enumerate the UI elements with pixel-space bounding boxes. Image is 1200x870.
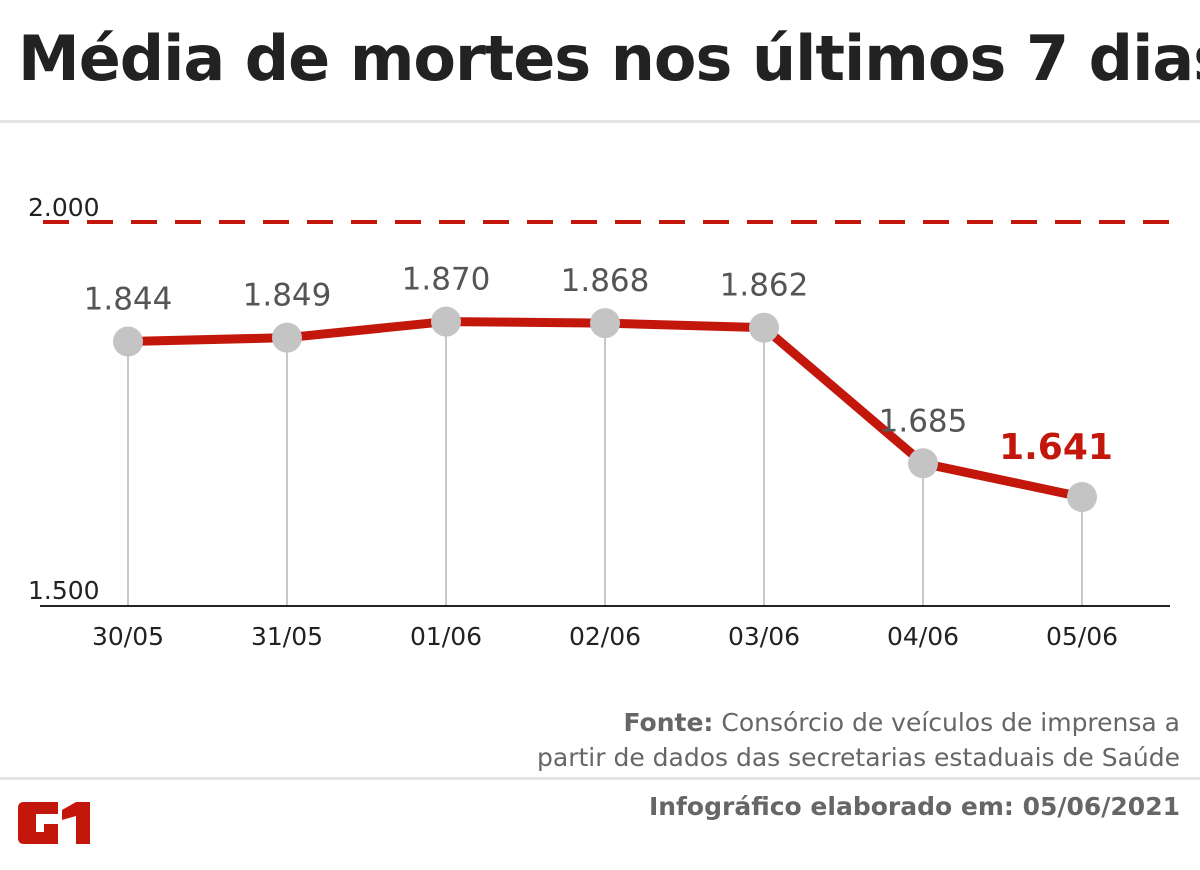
- data-point: [749, 312, 779, 343]
- g1-logo: [18, 802, 90, 844]
- chart-title: Média de mortes nos últimos 7 dias: [18, 22, 1200, 95]
- x-tick-label: 30/05: [92, 622, 164, 651]
- data-label: 1.870: [402, 262, 491, 298]
- y-tick-label: 2.000: [28, 193, 100, 222]
- data-point: [1067, 481, 1097, 512]
- data-point: [272, 322, 302, 353]
- line-chart: 1.500 2.000 1.844 30/05 1.849 31/05 1.870 01/06…: [28, 193, 1170, 651]
- data-point: [431, 306, 461, 337]
- y-tick-label: 1.500: [28, 576, 100, 605]
- credit-note: Infográfico elaborado em: 05/06/2021: [648, 792, 1180, 821]
- data-label: 1.641: [999, 427, 1113, 468]
- data-point: [590, 308, 620, 339]
- x-tick-label: 01/06: [410, 622, 482, 651]
- source-label: Fonte:: [623, 708, 714, 737]
- title-divider: [0, 120, 1200, 123]
- source-text-2: partir de dados das secretarias estaduai…: [537, 743, 1180, 772]
- data-label: 1.862: [720, 268, 809, 304]
- source-text: Consórcio de veículos de imprensa a: [713, 708, 1180, 737]
- x-tick-label: 04/06: [887, 622, 959, 651]
- data-label: 1.844: [84, 281, 173, 317]
- data-label: 1.868: [561, 263, 650, 299]
- data-point: [908, 448, 938, 479]
- x-tick-label: 31/05: [251, 622, 323, 651]
- data-label: 1.849: [243, 278, 332, 314]
- data-label: 1.685: [879, 403, 968, 439]
- x-tick-label: 02/06: [569, 622, 641, 651]
- footer-divider: [0, 777, 1200, 780]
- data-point: [113, 326, 143, 357]
- x-tick-label: 05/06: [1046, 622, 1118, 651]
- x-tick-label: 03/06: [728, 622, 800, 651]
- source-note: Fonte: Consórcio de veículos de imprensa…: [537, 705, 1180, 775]
